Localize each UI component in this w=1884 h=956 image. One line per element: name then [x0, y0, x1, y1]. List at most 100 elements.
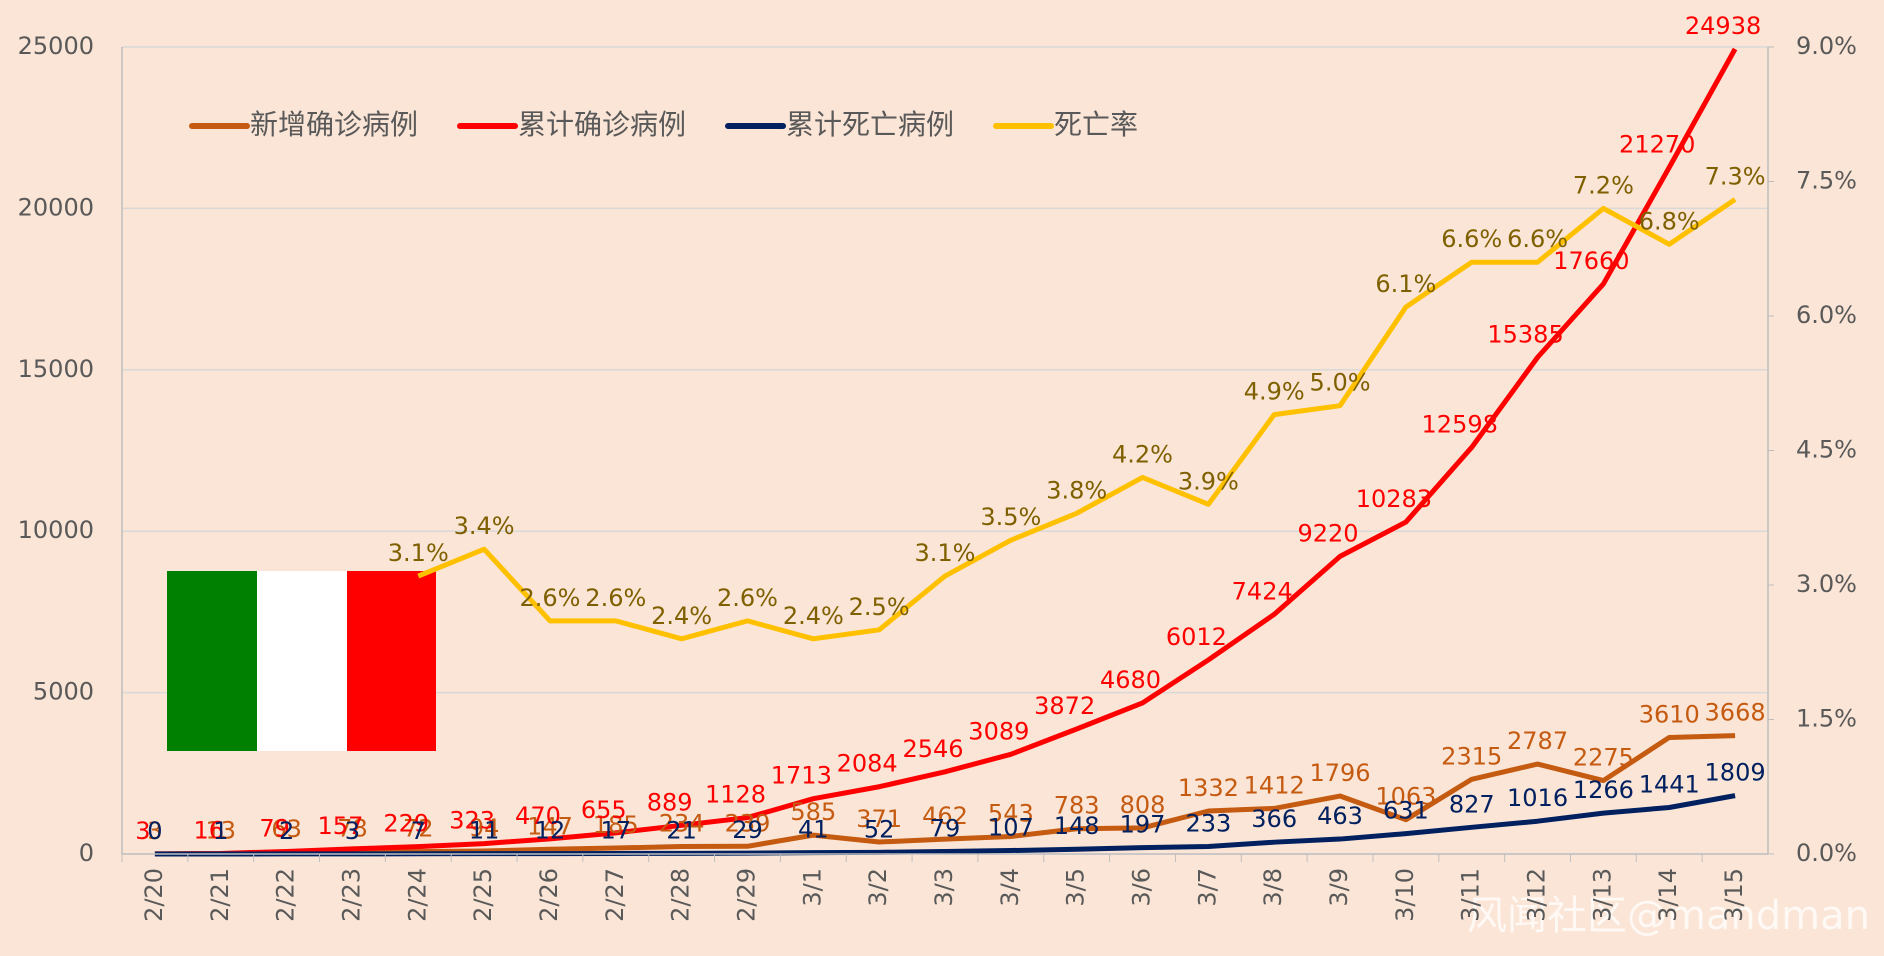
data-label: 21270 [1619, 130, 1695, 158]
watermark: 风闻社区@mandman [1467, 893, 1870, 939]
x-tick-label: 3/11 [1457, 868, 1485, 922]
data-label: 462 [922, 802, 968, 830]
x-tick-label: 3/13 [1588, 868, 1616, 922]
y-tick-label: 25000 [18, 32, 94, 60]
data-label: 148 [1054, 812, 1100, 840]
x-tick-label: 3/9 [1325, 868, 1353, 907]
x-tick-label: 3/1 [798, 868, 826, 907]
data-label: 366 [1251, 805, 1297, 833]
x-tick-label: 3/10 [1391, 868, 1419, 922]
data-label: 7.2% [1573, 171, 1634, 199]
data-label: 3 [147, 817, 162, 845]
series-line [154, 47, 1738, 857]
data-label: 78 [337, 814, 368, 842]
y2-tick-label: 3.0% [1796, 570, 1857, 598]
y2-tick-label: 9.0% [1796, 32, 1857, 60]
data-label: 2.6% [519, 584, 580, 612]
data-label: 3610 [1639, 700, 1700, 728]
data-label: 197 [1120, 811, 1166, 839]
x-tick-label: 2/28 [667, 868, 695, 922]
data-label: 6.6% [1441, 225, 1502, 253]
data-label: 808 [1120, 791, 1166, 819]
data-label: 3.5% [980, 503, 1041, 531]
data-label: 15385 [1487, 320, 1563, 348]
data-label: 6012 [1166, 623, 1227, 651]
x-tick-label: 3/7 [1193, 868, 1221, 907]
data-label: 147 [527, 812, 573, 840]
y-tick-label: 10000 [18, 516, 94, 544]
data-label: 1796 [1310, 759, 1371, 787]
data-label: 11 [469, 817, 500, 845]
data-label: 3089 [968, 717, 1029, 745]
data-label: 631 [1383, 797, 1429, 825]
data-label: 2.5% [849, 593, 910, 621]
data-label: 371 [856, 805, 902, 833]
x-tick-label: 2/26 [535, 868, 563, 922]
data-label: 3.1% [915, 539, 976, 567]
data-label: 79 [259, 814, 290, 842]
x-tick-label: 3/5 [1062, 868, 1090, 907]
y2-tick-label: 4.5% [1796, 436, 1857, 464]
data-label: 13 [205, 817, 236, 845]
data-label: 2.4% [651, 602, 712, 630]
legend-label: 累计确诊病例 [518, 108, 686, 141]
data-label: 3668 [1705, 699, 1766, 727]
legend-label: 新增确诊病例 [250, 108, 418, 141]
y2-tick-label: 7.5% [1796, 167, 1857, 195]
data-label: 1713 [771, 762, 832, 790]
data-label: 79 [930, 814, 961, 842]
data-label: 585 [790, 798, 836, 826]
data-label: 16 [193, 816, 224, 844]
x-tick-label: 3/15 [1720, 868, 1748, 922]
data-label: 2315 [1441, 742, 1502, 770]
data-label: 3.9% [1178, 467, 1239, 495]
data-label: 52 [864, 815, 895, 843]
x-tick-label: 2/21 [206, 868, 234, 922]
y-tick-label: 0 [79, 839, 94, 867]
flag-red [347, 571, 436, 751]
data-label: 1063 [1375, 783, 1436, 811]
data-label: 63 [271, 815, 302, 843]
data-label: 463 [1317, 802, 1363, 830]
data-label: 1332 [1178, 774, 1239, 802]
data-label: 4.9% [1244, 378, 1305, 406]
data-label: 470 [515, 802, 561, 830]
x-tick-label: 3/14 [1654, 868, 1682, 922]
data-label: 41 [798, 816, 829, 844]
data-label: 827 [1449, 790, 1495, 818]
data-label: 6.1% [1375, 270, 1436, 298]
x-tick-label: 2/29 [732, 868, 760, 922]
data-label: 4.2% [1112, 440, 1173, 468]
data-label: 3.8% [1046, 476, 1107, 504]
data-label: 2.6% [717, 584, 778, 612]
data-label: 233 [1185, 809, 1231, 837]
x-tick-label: 3/6 [1128, 868, 1156, 907]
data-label: 94 [469, 814, 500, 842]
data-label: 1266 [1573, 776, 1634, 804]
x-tick-label: 2/23 [337, 868, 365, 922]
data-label: 3 [345, 817, 360, 845]
data-label: 17 [601, 816, 632, 844]
data-label: 72 [403, 815, 434, 843]
y2-tick-label: 0.0% [1796, 839, 1857, 867]
data-label: 7.3% [1705, 162, 1766, 190]
flag-green [167, 571, 257, 751]
data-label: 157 [318, 812, 364, 840]
data-label: 9220 [1298, 519, 1359, 547]
x-tick-label: 2/22 [272, 868, 300, 922]
data-label: 2275 [1573, 744, 1634, 772]
y2-tick-label: 6.0% [1796, 301, 1857, 329]
data-label: 21 [666, 816, 697, 844]
data-label: 543 [988, 799, 1034, 827]
data-label: 107 [988, 814, 1034, 842]
italy-flag [167, 571, 436, 751]
data-label: 655 [581, 796, 627, 824]
data-label: 0 [147, 817, 162, 845]
data-label: 4680 [1100, 666, 1161, 694]
data-label: 12 [535, 817, 566, 845]
data-label: 3 [135, 817, 150, 845]
data-label: 2787 [1507, 727, 1568, 755]
data-label: 7424 [1232, 577, 1293, 605]
x-tick-label: 3/3 [930, 868, 958, 907]
x-tick-label: 3/4 [996, 868, 1024, 907]
